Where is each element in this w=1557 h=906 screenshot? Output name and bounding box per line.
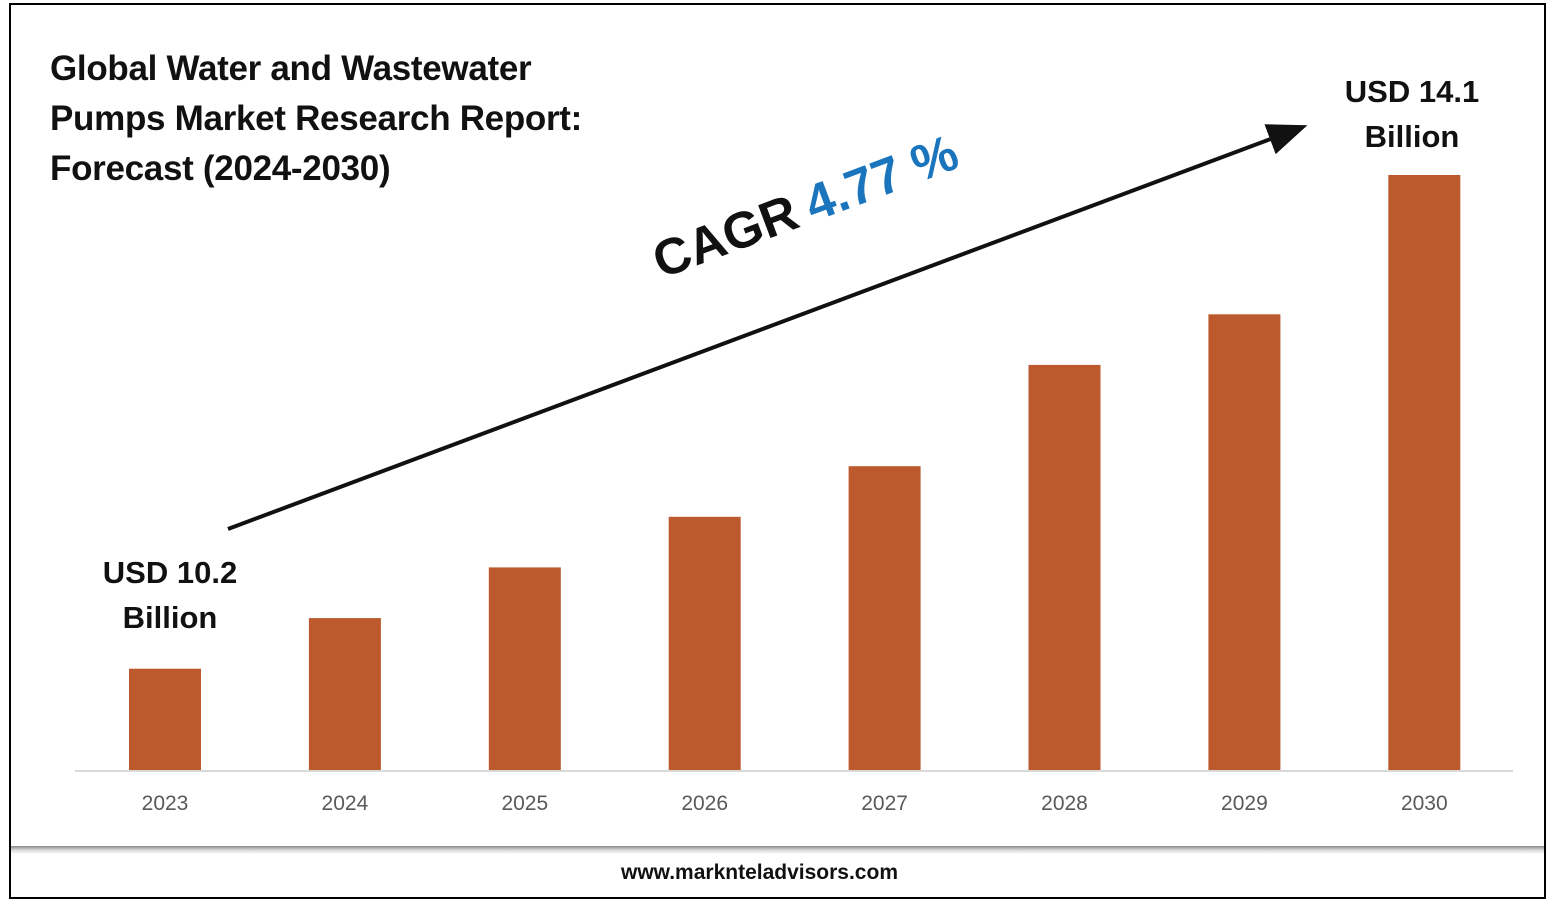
x-tick-label-2029: 2029 <box>1221 792 1268 815</box>
x-tick-label-2027: 2027 <box>861 792 908 815</box>
chart-title: Global Water and Wastewater Pumps Market… <box>50 49 583 188</box>
bar-group <box>129 175 1461 770</box>
x-tick-labels: 2023 2024 2025 2026 2027 2028 2029 2030 <box>142 792 1448 815</box>
bar-2026 <box>668 516 741 770</box>
bar-2030 <box>1388 175 1461 770</box>
cagr-trend-arrow <box>227 124 1308 531</box>
x-tick-label-2023: 2023 <box>142 792 189 815</box>
bar-2024 <box>308 618 381 770</box>
start-value-line1: USD 10.2 <box>102 555 238 590</box>
x-tick-label-2028: 2028 <box>1041 792 1088 815</box>
end-value-callout: USD 14.1 Billion <box>1312 69 1512 159</box>
bar-2025 <box>488 567 561 770</box>
bar-2028 <box>1028 364 1101 770</box>
bar-2029 <box>1208 314 1281 770</box>
footer-website: www.marknteladvisors.com <box>621 861 898 884</box>
x-tick-label-2026: 2026 <box>681 792 728 815</box>
end-value-line1: USD 14.1 <box>1344 74 1480 109</box>
x-tick-label-2024: 2024 <box>322 792 369 815</box>
bar-2027 <box>848 466 921 770</box>
start-value-line2: Billion <box>122 600 218 635</box>
x-tick-label-2030: 2030 <box>1401 792 1448 815</box>
x-tick-label-2025: 2025 <box>501 792 548 815</box>
bar-2023 <box>129 668 201 770</box>
start-value-callout: USD 10.2 Billion <box>70 550 270 640</box>
end-value-line2: Billion <box>1364 119 1460 154</box>
footer-divider <box>11 846 1544 854</box>
